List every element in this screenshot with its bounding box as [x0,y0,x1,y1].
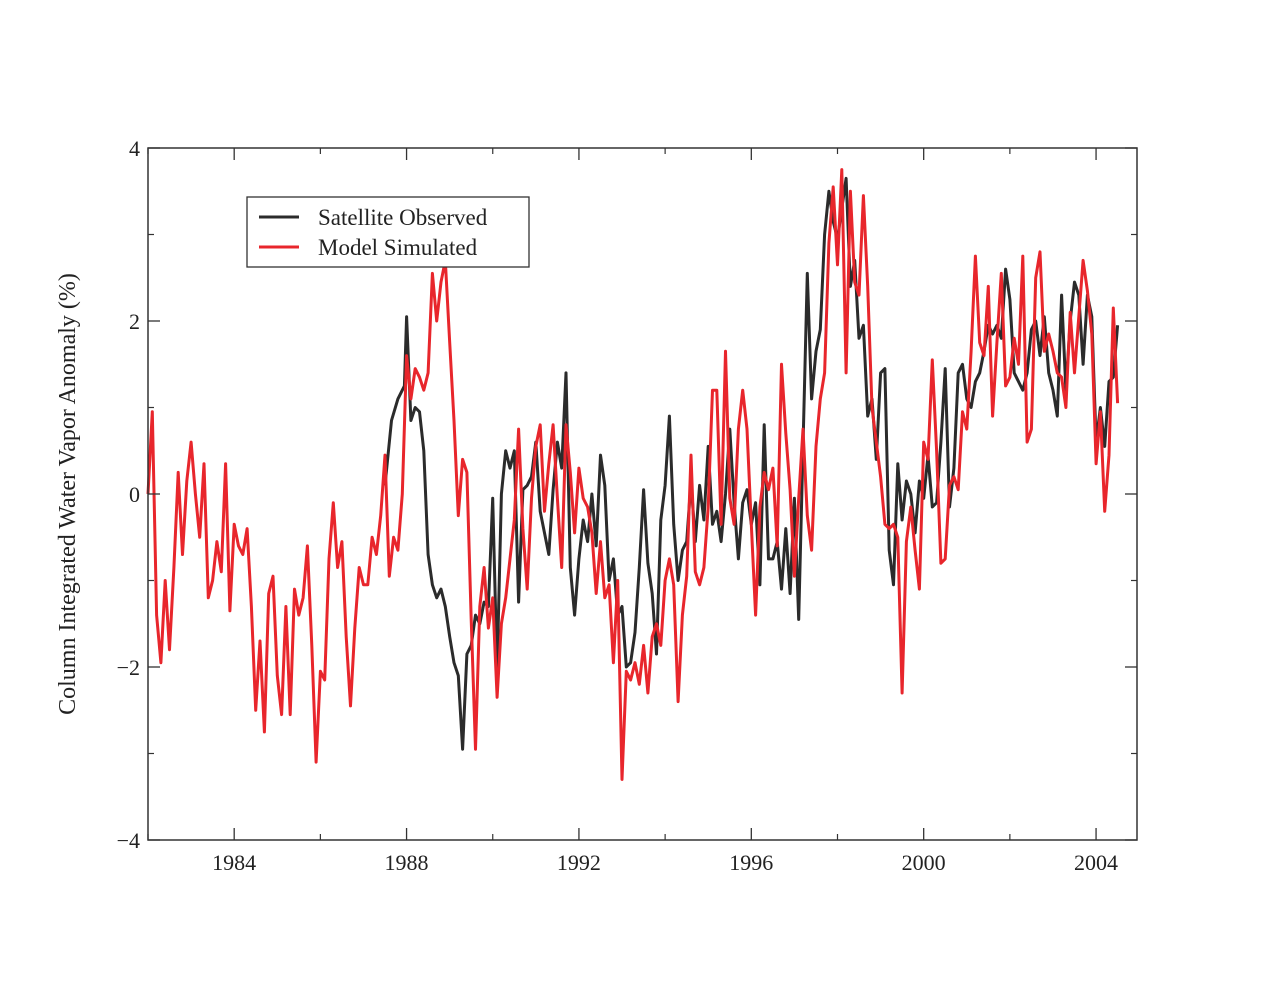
legend: Satellite Observed Model Simulated [246,196,530,268]
legend-box [246,196,530,268]
ticks-layer: 1984 1988 1992 1996 2000 2004 −4 −2 0 2 4 [117,136,1137,875]
y-tick-label: −4 [117,828,140,853]
y-tick-label: 4 [129,136,140,161]
x-tick-label: 2004 [1074,850,1118,875]
x-tick-label: 1992 [557,850,601,875]
legend-label-model: Model Simulated [318,235,478,260]
legend-label-observed: Satellite Observed [318,205,488,230]
y-tick-label: −2 [117,655,140,680]
series-layer [146,168,1120,781]
y-tick-label: 0 [129,482,140,507]
series-line-satellite-observed [383,176,1120,751]
series-line-model-simulated [146,168,1120,781]
x-tick-label: 1984 [212,850,256,875]
y-tick-label: 2 [129,309,140,334]
y-axis-title: Column Integrated Water Vapor Anomaly (%… [55,273,81,715]
x-tick-label: 1988 [385,850,429,875]
x-tick-label: 1996 [729,850,773,875]
x-tick-label: 2000 [902,850,946,875]
